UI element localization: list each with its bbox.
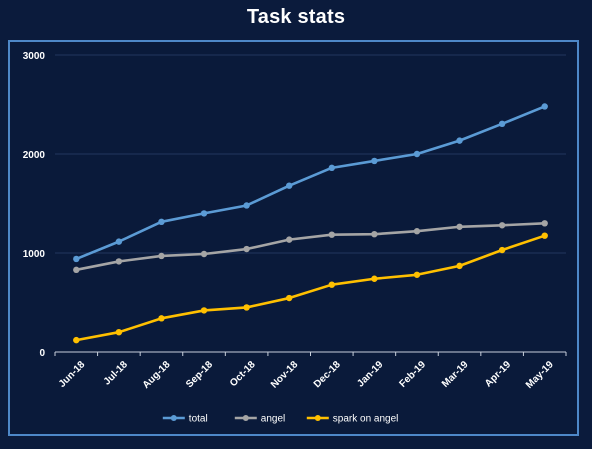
x-tick-label: May-19 <box>524 359 556 391</box>
x-tick-label: Jan-19 <box>355 359 385 389</box>
legend-label: total <box>189 414 208 425</box>
data-point <box>498 246 506 254</box>
data-point <box>371 275 378 282</box>
x-tick-label: Jul-18 <box>102 359 131 388</box>
data-point <box>200 250 208 258</box>
data-point <box>371 157 378 165</box>
data-point <box>328 231 335 238</box>
x-tick-label: Apr-19 <box>483 359 513 389</box>
x-tick-label: Jun-18 <box>57 359 88 390</box>
data-point <box>286 236 293 243</box>
data-point <box>541 232 548 239</box>
data-point <box>200 210 208 217</box>
data-point <box>286 294 293 302</box>
data-point <box>200 307 208 314</box>
y-tick-label: 3000 <box>23 51 46 62</box>
chart-title: Task stats <box>246 6 346 28</box>
series-line <box>74 222 547 272</box>
data-point <box>158 252 165 260</box>
legend-label: spark on angel <box>333 414 399 425</box>
data-point <box>413 271 421 278</box>
data-point <box>456 137 463 144</box>
data-point <box>243 202 250 209</box>
data-point <box>328 164 335 172</box>
data-point <box>371 230 378 238</box>
data-point <box>456 223 463 230</box>
legend-marker <box>314 415 321 421</box>
legend-marker <box>242 415 249 421</box>
series-line <box>74 105 547 261</box>
data-point <box>243 245 250 253</box>
x-tick-label: Nov-18 <box>269 359 301 391</box>
data-point <box>243 304 250 311</box>
x-tick-label: Mar-19 <box>440 359 471 390</box>
data-point <box>158 315 165 322</box>
data-point <box>115 329 123 336</box>
data-point <box>286 182 293 189</box>
data-point <box>115 258 123 265</box>
y-tick-label: 0 <box>39 348 45 359</box>
x-tick-label: Feb-19 <box>397 359 428 390</box>
data-point <box>413 228 421 235</box>
data-point <box>456 262 463 270</box>
y-tick-label: 2000 <box>23 150 46 161</box>
data-point <box>73 255 80 263</box>
y-tick-label: 1000 <box>23 249 46 260</box>
x-tick-label: Sep-18 <box>184 359 215 390</box>
data-point <box>498 120 506 128</box>
data-point <box>541 220 548 227</box>
data-point <box>73 266 80 274</box>
data-point <box>158 218 165 226</box>
legend-label: angel <box>261 414 285 425</box>
legend-marker <box>170 415 177 421</box>
x-tick-label: Aug-18 <box>141 359 173 391</box>
data-point <box>73 336 80 344</box>
series-line <box>74 234 547 342</box>
data-point <box>541 103 548 110</box>
x-tick-label: Oct-18 <box>228 359 258 389</box>
x-tick-label: Dec-18 <box>312 359 343 390</box>
data-point <box>413 150 421 158</box>
data-point <box>498 222 506 229</box>
data-point <box>328 281 335 288</box>
data-point <box>115 238 123 245</box>
